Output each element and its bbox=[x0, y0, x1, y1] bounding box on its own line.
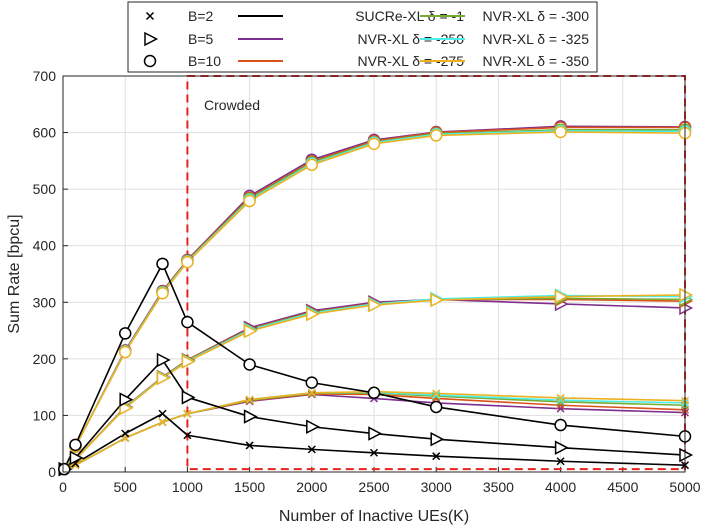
y-tick-label: 100 bbox=[33, 407, 57, 423]
y-tick-label: 500 bbox=[33, 181, 57, 197]
legend-label: NVR-XL δ = -300 bbox=[483, 8, 590, 24]
legend-label: SUCRe-XL δ = -1 bbox=[355, 8, 464, 24]
data-point bbox=[556, 457, 565, 466]
data-point bbox=[556, 404, 565, 413]
data-point bbox=[430, 292, 445, 308]
legend-label: NVR-XL δ = -250 bbox=[358, 31, 465, 47]
data-point bbox=[367, 386, 381, 400]
data-point bbox=[430, 431, 445, 447]
data-point bbox=[305, 158, 319, 172]
data-point bbox=[158, 418, 167, 427]
legend-marker-x bbox=[145, 11, 155, 21]
data-point bbox=[307, 388, 316, 397]
legend-label: NVR-XL δ = -275 bbox=[358, 53, 465, 69]
data-point bbox=[554, 418, 567, 432]
data-point bbox=[429, 400, 443, 414]
data-point bbox=[679, 447, 694, 463]
legend-label: B=5 bbox=[188, 31, 214, 47]
legend-marker-triangle-right bbox=[144, 31, 159, 47]
x-tick-label: 3500 bbox=[483, 479, 514, 495]
axis-ticks: 0 500 1000 1500 2000 2500 3000 3500 4000 4500 5000… bbox=[33, 68, 701, 495]
data-point bbox=[57, 462, 71, 476]
data-point bbox=[554, 125, 567, 139]
data-point bbox=[307, 445, 316, 454]
legend-marker-circle bbox=[143, 54, 157, 68]
x-tick-label: 5000 bbox=[669, 479, 700, 495]
data-point bbox=[556, 393, 565, 402]
legend-box bbox=[127, 1, 598, 73]
legend-label: NVR-XL δ = -350 bbox=[483, 53, 590, 69]
y-tick-label: 600 bbox=[33, 125, 57, 141]
data-point bbox=[306, 306, 320, 322]
data-point bbox=[369, 448, 379, 457]
data-point bbox=[305, 376, 319, 389]
x-tick-label: 2500 bbox=[358, 479, 389, 495]
y-tick-label: 300 bbox=[33, 294, 57, 310]
data-point bbox=[156, 352, 171, 368]
data-point bbox=[432, 389, 441, 398]
y-tick-label: 700 bbox=[33, 68, 57, 84]
data-point bbox=[158, 409, 167, 418]
data-point bbox=[69, 438, 82, 452]
data-point bbox=[429, 129, 443, 142]
data-point bbox=[245, 395, 254, 404]
data-point bbox=[679, 287, 694, 303]
y-tick-label: 400 bbox=[33, 238, 57, 254]
data-point bbox=[181, 255, 194, 269]
x-tick-label: 3000 bbox=[421, 479, 452, 495]
data-point bbox=[183, 409, 192, 418]
data-point bbox=[156, 257, 169, 271]
x-tick-label: 1500 bbox=[234, 479, 265, 495]
data-point bbox=[119, 400, 134, 416]
legend-label: NVR-XL δ = -325 bbox=[483, 31, 590, 47]
data-point bbox=[556, 396, 565, 405]
data-point bbox=[156, 286, 169, 300]
data-point bbox=[368, 297, 383, 313]
y-axis-label: Sum Rate [bpcu] bbox=[6, 214, 23, 333]
data-point bbox=[306, 419, 320, 434]
data-point bbox=[181, 354, 196, 369]
y-tick-label: 200 bbox=[33, 351, 57, 367]
data-point bbox=[245, 441, 254, 450]
x-tick-label: 500 bbox=[114, 479, 138, 495]
data-point bbox=[118, 345, 132, 359]
legend-label: B=2 bbox=[188, 8, 214, 24]
data-point bbox=[432, 391, 441, 400]
data-point bbox=[118, 327, 132, 340]
x-tick-label: 4500 bbox=[607, 479, 638, 495]
data-point bbox=[156, 370, 171, 386]
data-point bbox=[368, 426, 383, 441]
x-tick-label: 1000 bbox=[172, 479, 203, 495]
data-point bbox=[121, 429, 130, 438]
x-tick-label: 2000 bbox=[296, 479, 327, 495]
data-point bbox=[69, 450, 84, 466]
x-tick-label: 4000 bbox=[545, 479, 576, 495]
data-point bbox=[243, 409, 258, 424]
crowded-label: Crowded bbox=[204, 97, 260, 113]
data-point bbox=[243, 323, 258, 339]
data-point bbox=[554, 440, 569, 455]
data-point bbox=[554, 289, 569, 304]
data-point bbox=[243, 194, 256, 208]
data-point bbox=[181, 390, 196, 405]
data-point bbox=[432, 392, 441, 401]
data-point bbox=[367, 137, 381, 151]
data-point bbox=[183, 431, 192, 440]
data-point bbox=[119, 392, 134, 407]
data-point bbox=[432, 452, 441, 461]
y-tick-label: 0 bbox=[48, 464, 56, 480]
data-point bbox=[181, 315, 194, 329]
x-axis-label: Number of Inactive UEs(K) bbox=[279, 508, 469, 525]
data-point bbox=[243, 358, 256, 371]
x-tick-label: 0 bbox=[59, 479, 67, 495]
legend: B=2 B=5 B=10 SUCRe-XL δ = -1 NVR-XL δ = -250… bbox=[127, 1, 598, 73]
legend-label: B=10 bbox=[188, 53, 221, 69]
series-markers bbox=[57, 120, 694, 477]
axes-box bbox=[62, 75, 686, 473]
